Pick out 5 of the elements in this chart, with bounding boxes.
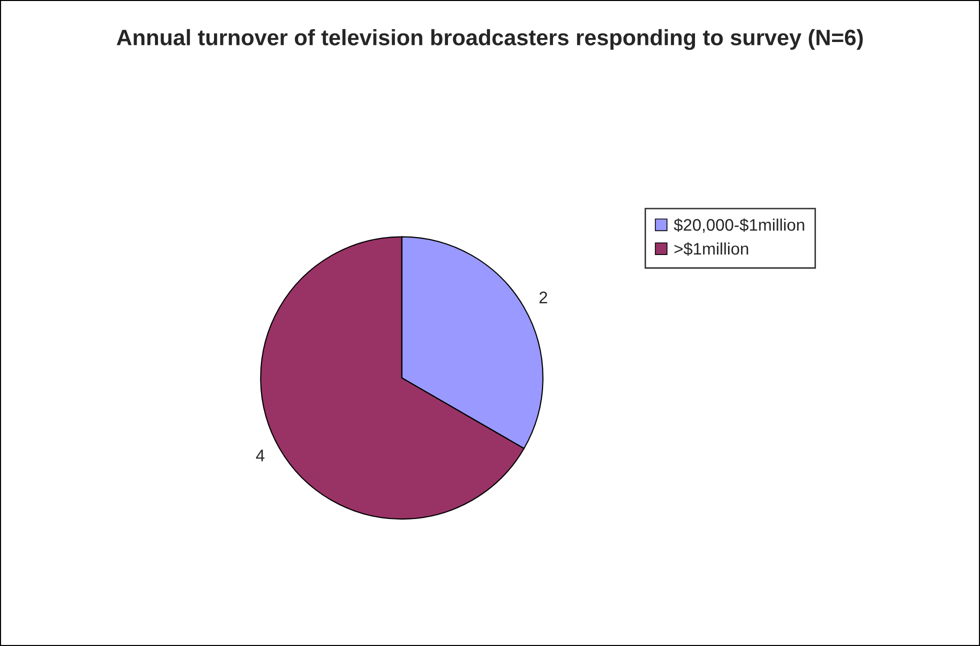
chart-title: Annual turnover of television broadcasters responding to survey (N=6) (116, 29, 863, 50)
legend-label: $20,000-$1million (674, 218, 804, 233)
data-label: 2 (540, 292, 548, 304)
legend-label: >$1million (674, 242, 748, 256)
data-label: 4 (256, 450, 264, 462)
